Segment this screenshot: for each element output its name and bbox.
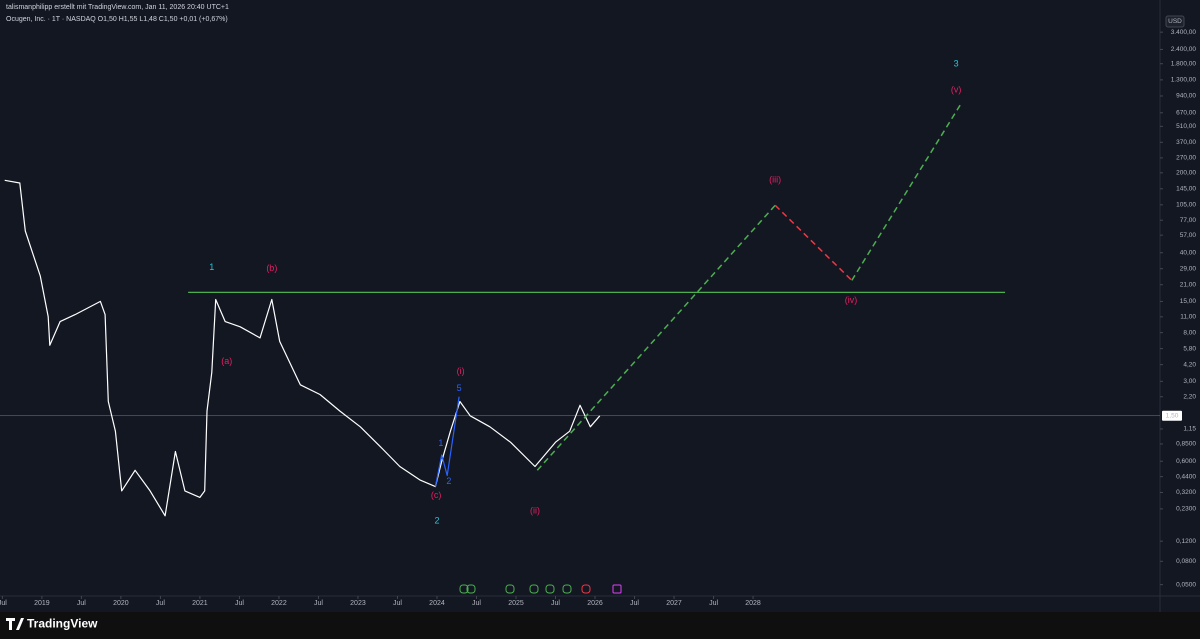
x-tick-label: Jul bbox=[630, 600, 639, 607]
y-tick-label: 1,15 bbox=[1183, 426, 1196, 433]
x-tick-label: 2021 bbox=[192, 600, 208, 607]
wave-label: (iii) bbox=[769, 175, 781, 185]
wave-label: 2 bbox=[446, 476, 451, 486]
event-icon bbox=[545, 584, 555, 594]
x-tick-label: 2023 bbox=[350, 600, 366, 607]
tv-logo bbox=[6, 618, 24, 630]
y-tick-label: 15,00 bbox=[1180, 298, 1197, 305]
symbol-line: Ocugen, Inc. · 1T · NASDAQ O1,50 H1,55 L… bbox=[6, 16, 228, 23]
footer-bar bbox=[0, 612, 1200, 639]
x-tick-label: Jul bbox=[551, 600, 560, 607]
y-tick-label: 940,00 bbox=[1176, 93, 1196, 100]
event-icon bbox=[612, 584, 622, 594]
event-icon bbox=[466, 584, 476, 594]
price-line bbox=[434, 396, 460, 487]
x-tick-label: Jul bbox=[314, 600, 323, 607]
x-tick-label: 2024 bbox=[429, 600, 445, 607]
y-tick-label: 2,20 bbox=[1183, 393, 1196, 400]
x-tick-label: 2025 bbox=[508, 600, 524, 607]
wave-label: 1 bbox=[438, 438, 443, 448]
x-tick-label: 2020 bbox=[113, 600, 129, 607]
y-tick-label: 0,0500 bbox=[1176, 581, 1196, 588]
y-tick-label: 77,00 bbox=[1180, 217, 1197, 224]
event-icon bbox=[529, 584, 539, 594]
x-tick-label: Jul bbox=[0, 600, 7, 607]
wave-label: 1 bbox=[209, 262, 214, 272]
y-tick-label: 145,00 bbox=[1176, 186, 1196, 193]
x-tick-label: Jul bbox=[156, 600, 165, 607]
y-tick-label: 1.300,00 bbox=[1171, 77, 1197, 84]
wave-label: (c) bbox=[431, 490, 442, 500]
y-tick-label: 3,00 bbox=[1183, 378, 1196, 385]
y-tick-label: 57,00 bbox=[1180, 232, 1197, 239]
background bbox=[0, 0, 1200, 612]
currency: USD bbox=[1168, 18, 1182, 25]
wave-label: 2 bbox=[434, 515, 439, 525]
y-tick-label: 40,00 bbox=[1180, 249, 1197, 256]
y-tick-label: 29,00 bbox=[1180, 265, 1197, 272]
x-tick-label: Jul bbox=[472, 600, 481, 607]
y-tick-label: 1.800,00 bbox=[1171, 60, 1197, 67]
y-tick-label: 200,00 bbox=[1176, 170, 1196, 177]
y-tick-label: 0,2300 bbox=[1176, 506, 1196, 513]
x-tick-label: Jul bbox=[77, 600, 86, 607]
wave-label: (v) bbox=[951, 85, 962, 95]
author-line: talismanphilipp erstellt mit TradingView… bbox=[6, 4, 229, 11]
y-tick-label: 4,20 bbox=[1183, 361, 1196, 368]
y-tick-label: 670,00 bbox=[1176, 110, 1196, 117]
wave-label: 3 bbox=[954, 59, 959, 69]
price-line bbox=[851, 104, 961, 281]
y-tick-label: 2.400,00 bbox=[1171, 46, 1197, 53]
event-icon bbox=[459, 584, 469, 594]
y-tick-label: 370,00 bbox=[1176, 139, 1196, 146]
event-icon bbox=[505, 584, 515, 594]
y-tick-label: 270,00 bbox=[1176, 155, 1196, 162]
event-icon bbox=[581, 584, 591, 594]
price-line bbox=[774, 204, 853, 281]
y-tick-label: 11,00 bbox=[1180, 314, 1196, 321]
price-line bbox=[4, 179, 601, 517]
y-tick-label: 8,00 bbox=[1183, 329, 1196, 336]
x-tick-label: Jul bbox=[235, 600, 244, 607]
y-tick-label: 21,00 bbox=[1180, 281, 1197, 288]
last-price-box bbox=[1162, 410, 1182, 421]
y-tick-label: 0,4400 bbox=[1176, 473, 1196, 480]
x-tick-label: Jul bbox=[393, 600, 402, 607]
currency-box[interactable] bbox=[1165, 15, 1185, 28]
x-tick-label: 2028 bbox=[745, 600, 761, 607]
wave-label: (i) bbox=[457, 366, 465, 376]
y-tick-label: 105,00 bbox=[1176, 202, 1196, 209]
x-tick-label: 2022 bbox=[271, 600, 287, 607]
y-tick-label: 5,80 bbox=[1183, 345, 1196, 352]
y-tick-label: 0,8500 bbox=[1176, 441, 1196, 448]
y-tick-label: 3.400,00 bbox=[1171, 29, 1197, 36]
x-tick-label: 2019 bbox=[34, 600, 50, 607]
wave-label: (b) bbox=[266, 263, 277, 273]
last-price-label: 1,50 bbox=[1166, 412, 1179, 419]
y-tick-label: 0,0800 bbox=[1176, 558, 1196, 565]
wave-label: (ii) bbox=[530, 505, 540, 515]
y-tick-label: 0,6000 bbox=[1176, 458, 1196, 465]
y-tick-label: 0,1200 bbox=[1176, 538, 1196, 545]
y-tick-label: 510,00 bbox=[1176, 123, 1196, 130]
footer-brand: TradingView bbox=[27, 617, 98, 631]
x-tick-label: 2027 bbox=[666, 600, 682, 607]
x-tick-label: 2026 bbox=[587, 600, 603, 607]
wave-label: 5 bbox=[457, 383, 462, 393]
y-tick-label: 0,3200 bbox=[1176, 489, 1196, 496]
wave-label: (a) bbox=[221, 356, 232, 366]
x-tick-label: Jul bbox=[709, 600, 718, 607]
event-icon bbox=[562, 584, 572, 594]
wave-label: (iv) bbox=[845, 295, 858, 305]
event-icons bbox=[459, 584, 622, 594]
